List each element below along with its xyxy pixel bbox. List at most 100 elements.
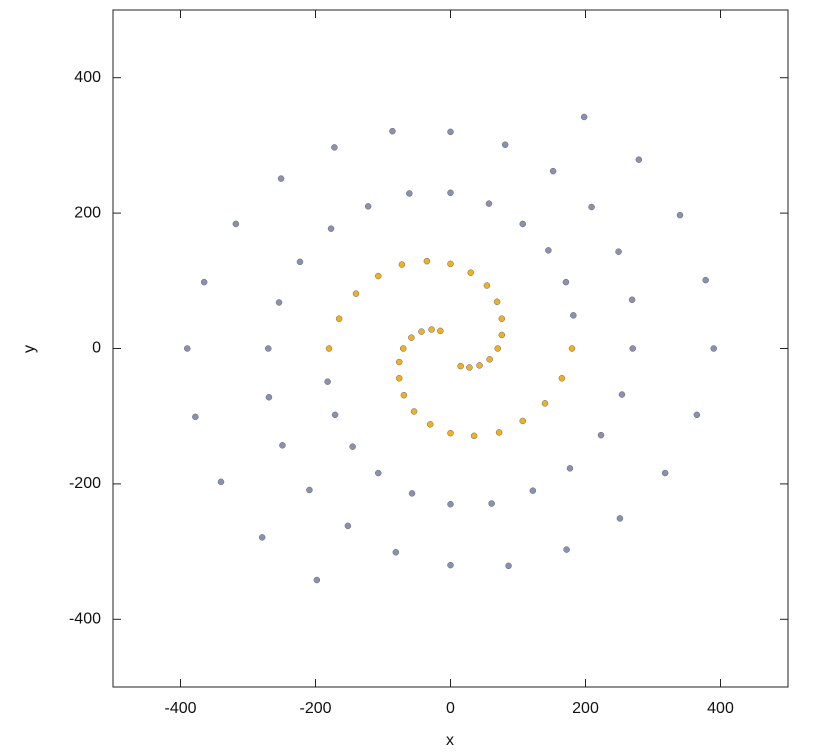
point bbox=[258, 534, 266, 541]
point bbox=[395, 358, 403, 366]
point bbox=[558, 375, 566, 382]
point bbox=[217, 478, 225, 486]
point bbox=[485, 200, 493, 207]
point bbox=[324, 378, 331, 385]
point bbox=[184, 345, 191, 352]
point bbox=[615, 248, 622, 255]
point bbox=[313, 576, 321, 584]
point bbox=[476, 362, 483, 369]
point bbox=[447, 189, 454, 197]
y-tick-label: -400 bbox=[69, 611, 101, 628]
point bbox=[447, 561, 454, 569]
point bbox=[331, 144, 338, 151]
point bbox=[447, 500, 454, 508]
point bbox=[505, 562, 512, 570]
point bbox=[545, 247, 552, 254]
point bbox=[306, 486, 313, 494]
point bbox=[628, 296, 636, 304]
point bbox=[710, 345, 717, 352]
point bbox=[327, 225, 335, 232]
point bbox=[447, 260, 454, 268]
point bbox=[702, 276, 709, 284]
point bbox=[447, 429, 454, 437]
point bbox=[466, 364, 473, 371]
point bbox=[635, 156, 643, 163]
point bbox=[488, 500, 495, 507]
point bbox=[498, 331, 506, 339]
point bbox=[588, 203, 595, 211]
point bbox=[423, 257, 431, 265]
point bbox=[493, 298, 501, 306]
point bbox=[570, 312, 577, 319]
point bbox=[325, 345, 333, 352]
point bbox=[400, 391, 408, 399]
point bbox=[483, 282, 491, 289]
point bbox=[406, 190, 413, 197]
point bbox=[265, 393, 273, 401]
point bbox=[616, 515, 624, 522]
point bbox=[498, 315, 506, 322]
point bbox=[519, 417, 526, 425]
point bbox=[566, 465, 574, 472]
point bbox=[335, 315, 343, 322]
y-tick-label: -200 bbox=[69, 475, 101, 492]
point bbox=[467, 269, 474, 276]
point bbox=[629, 345, 636, 352]
point bbox=[562, 278, 570, 286]
point bbox=[275, 299, 283, 306]
point bbox=[364, 203, 372, 210]
x-tick-label: -400 bbox=[164, 700, 196, 717]
y-tick-label: 400 bbox=[74, 69, 101, 86]
point bbox=[279, 442, 286, 449]
point bbox=[427, 421, 434, 428]
plot-frame bbox=[112, 9, 789, 688]
point bbox=[296, 258, 304, 266]
point bbox=[375, 469, 382, 477]
point bbox=[470, 432, 478, 440]
point bbox=[349, 443, 356, 450]
point bbox=[277, 175, 285, 182]
point bbox=[457, 362, 464, 370]
point bbox=[447, 128, 454, 136]
x-tick-label: 0 bbox=[446, 700, 455, 717]
point bbox=[495, 429, 503, 436]
point bbox=[352, 290, 360, 297]
point bbox=[398, 261, 406, 268]
point bbox=[395, 375, 403, 382]
point bbox=[192, 413, 199, 421]
point bbox=[375, 272, 382, 280]
point bbox=[200, 278, 208, 286]
point bbox=[232, 220, 240, 228]
point bbox=[501, 141, 509, 148]
point bbox=[693, 411, 701, 419]
point bbox=[418, 328, 425, 335]
point bbox=[529, 487, 537, 494]
point bbox=[437, 327, 444, 335]
point bbox=[486, 356, 493, 363]
x-axis-label: x bbox=[446, 732, 454, 749]
point bbox=[676, 211, 684, 219]
point bbox=[408, 490, 416, 497]
point bbox=[410, 408, 418, 415]
point bbox=[568, 345, 576, 352]
point bbox=[541, 400, 549, 407]
point bbox=[597, 431, 605, 439]
point bbox=[389, 127, 396, 135]
point bbox=[563, 546, 570, 553]
y-tick-label: 200 bbox=[74, 204, 101, 221]
x-tick-label: -200 bbox=[299, 700, 331, 717]
point bbox=[494, 345, 501, 352]
y-tick-label: 0 bbox=[92, 340, 101, 357]
point bbox=[331, 411, 339, 419]
point bbox=[400, 345, 407, 352]
point bbox=[265, 345, 272, 352]
point bbox=[661, 469, 669, 477]
point bbox=[408, 334, 415, 341]
y-axis-label: y bbox=[21, 345, 38, 353]
point bbox=[580, 113, 588, 121]
point bbox=[392, 549, 400, 556]
point bbox=[344, 522, 352, 530]
point bbox=[549, 167, 557, 175]
